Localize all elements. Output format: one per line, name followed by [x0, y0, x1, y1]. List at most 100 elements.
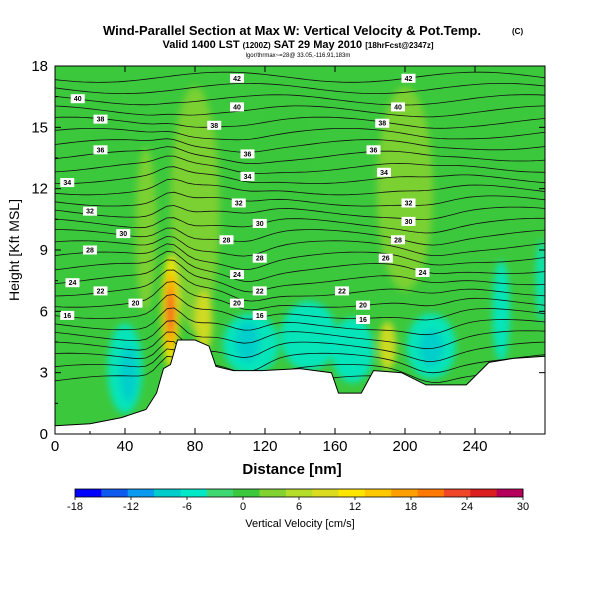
- isentrope-label-bg: [375, 118, 390, 128]
- x-tick-label: 200: [392, 438, 417, 455]
- y-tick-label: 0: [40, 426, 48, 443]
- isentrope-label: 22: [256, 288, 264, 295]
- colorbar: -18 -12 -6 0 6 12 18 24 30: [67, 488, 529, 513]
- isentrope-label-bg: [230, 73, 244, 83]
- isentrope-label-bg: [128, 298, 143, 308]
- isentrope-label: 40: [233, 104, 241, 111]
- isentrope-label: 42: [405, 76, 413, 83]
- isentrope-label-bg: [230, 270, 244, 280]
- isentrope-label-bg: [93, 114, 108, 124]
- isentrope-label-bg: [252, 286, 267, 296]
- isentrope-label-bg: [207, 120, 222, 130]
- colorbar-swatch: [312, 489, 339, 497]
- isentrope-label: 38: [210, 123, 218, 130]
- isentrope-label-bg: [252, 253, 267, 263]
- colorbar-tick-label: -18: [67, 501, 83, 513]
- colorbar-tick-label: 6: [296, 501, 302, 513]
- isentrope-label: 20: [132, 301, 140, 308]
- colorbar-tick-label: 12: [349, 501, 361, 513]
- isentrope-label: 24: [233, 272, 241, 279]
- isentrope-line: [55, 205, 545, 221]
- subtitle-utc: (1200Z): [243, 41, 271, 50]
- isentrope-line: [55, 116, 545, 129]
- isentrope-label: 20: [233, 301, 241, 308]
- isentrope-line: [55, 307, 545, 336]
- colorbar-tick-label: 18: [405, 501, 417, 513]
- isentrope-label-bg: [356, 300, 370, 310]
- info-line: lgor/thrmax~=28@ 33.05,-116.91,183m: [246, 53, 351, 59]
- colorbar-swatch: [470, 489, 498, 497]
- y-tick-label: 18: [31, 58, 48, 75]
- isentrope-label-bg: [83, 245, 97, 255]
- isentrope-label: 32: [86, 209, 94, 216]
- isentrope-label-bg: [93, 145, 108, 155]
- isentrope-label: 28: [86, 248, 94, 255]
- isentrope-line: [55, 94, 545, 106]
- y-tick-label: 3: [40, 365, 48, 382]
- isentrope-label-bg: [240, 171, 255, 181]
- isentrope-label-bg: [93, 286, 108, 296]
- isentrope-label: 32: [235, 200, 243, 207]
- isentrope-line: [55, 138, 545, 153]
- isentrope-label: 26: [382, 256, 390, 263]
- isentrope-label-bg: [378, 253, 393, 263]
- isentrope-label-bg: [252, 310, 267, 320]
- isentrope-line: [55, 243, 545, 271]
- isentrope-label: 32: [405, 200, 413, 207]
- isentrope-line: [55, 294, 545, 321]
- isentrope-label: 34: [380, 170, 388, 177]
- velocity-cyan-east-column: [492, 260, 510, 363]
- isentrope-label: 28: [256, 256, 264, 263]
- colorbar-swatch: [206, 489, 234, 497]
- y-tick-label: 6: [40, 303, 48, 320]
- colorbar-swatch: [364, 489, 392, 497]
- velocity-far-east-cyan-edge: [536, 239, 545, 322]
- isentrope-label: 16: [256, 313, 264, 320]
- x-tick-label: 160: [322, 438, 347, 455]
- colorbar-swatch: [259, 489, 287, 497]
- isentrope-label-bg: [356, 315, 370, 325]
- subtitle-fcst: [18hrFcst@2347z]: [365, 41, 434, 50]
- colorbar-swatch: [101, 489, 129, 497]
- velocity-weak-up-west-column: [135, 147, 157, 312]
- isentrope-line: [55, 71, 545, 83]
- isentrope-label-bg: [83, 206, 97, 216]
- colorbar-swatch: [443, 489, 471, 497]
- isentrope-label: 36: [370, 147, 378, 154]
- isentrope-label-bg: [391, 102, 405, 112]
- isentrope-label-bg: [230, 102, 244, 112]
- isentrope-line: [55, 348, 545, 387]
- colorbar-swatch: [391, 489, 418, 497]
- isentrope-label: 34: [244, 174, 252, 181]
- y-tick-label: 12: [31, 181, 48, 198]
- colorbar-swatch: [496, 489, 524, 497]
- isentrope-label: 40: [74, 96, 82, 103]
- isentrope-label-bg: [70, 94, 85, 104]
- isentrope-label: 30: [256, 221, 264, 228]
- isentrope-line: [55, 320, 545, 350]
- velocity-updraft-core-inner: [167, 288, 174, 334]
- isentrope-line: [55, 340, 545, 374]
- isentrope-label: 36: [97, 147, 105, 154]
- isentrope-label-bg: [335, 286, 349, 296]
- y-tick-label: 9: [40, 242, 48, 259]
- velocity-updraft-east-yellow: [378, 321, 397, 371]
- isentrope-label: 16: [63, 313, 71, 320]
- isentrope-labels: 42 42 40 40 40 38 38 38 36 36 36 34 34 34 32 32 32 30 30 30…: [60, 73, 430, 325]
- isentrope-line: [55, 105, 545, 118]
- colorbar-swatch: [127, 489, 155, 497]
- isentrope-label-bg: [60, 178, 75, 188]
- isentrope-label: 34: [63, 180, 71, 187]
- colorbar-swatch: [75, 489, 102, 497]
- isentrope-line: [55, 217, 545, 234]
- isentrope-label-bg: [60, 310, 75, 320]
- isentrope-label: 24: [419, 270, 427, 277]
- isentrope-line: [55, 250, 545, 282]
- isentrope-label-bg: [231, 198, 246, 208]
- isentrope-line: [55, 178, 545, 196]
- velocity-downdraft-center: [235, 321, 260, 363]
- isentrope-label: 38: [378, 121, 386, 128]
- isentrope-label: 28: [394, 237, 402, 244]
- isentrope-label: 20: [359, 303, 367, 310]
